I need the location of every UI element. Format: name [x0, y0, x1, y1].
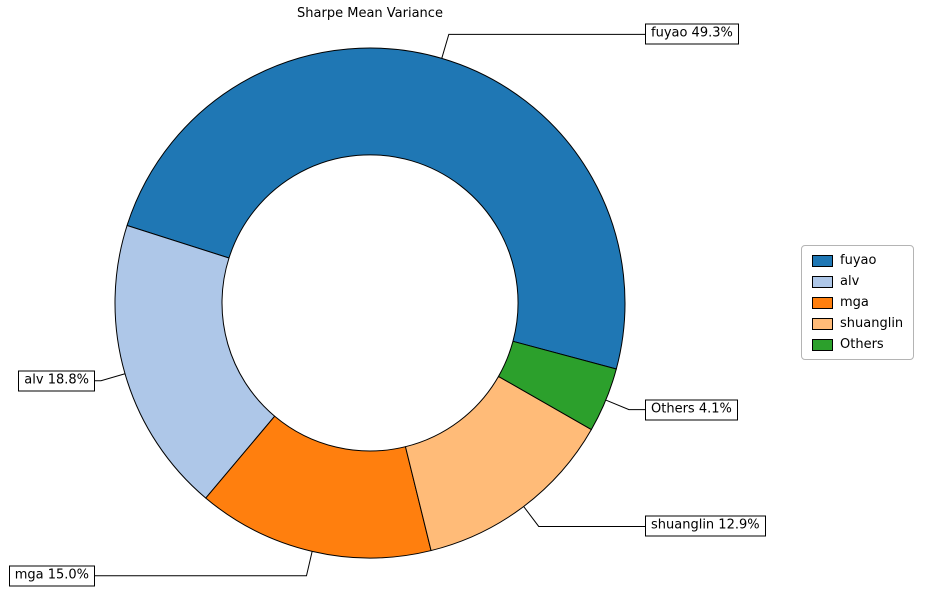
slice-alv	[114, 224, 276, 499]
leader-line-alv	[95, 373, 126, 382]
legend-swatch-mga	[812, 296, 833, 309]
leader-lines	[95, 33, 645, 577]
legend-item-shuanglin: shuanglin	[812, 316, 903, 331]
slice-label-mga: mga 15.0%	[8, 565, 95, 587]
legend-swatch-fuyao	[812, 254, 833, 267]
donut-slices	[114, 47, 626, 559]
legend-label: Others	[840, 337, 884, 352]
legend-item-others: Others	[812, 337, 903, 352]
slice-label-shuanglin: shuanglin 12.9%	[645, 515, 766, 537]
legend-label: fuyao	[840, 253, 877, 268]
leader-line-fuyao	[441, 33, 645, 59]
legend-label: shuanglin	[840, 316, 904, 331]
leader-line-shuanglin	[523, 506, 645, 527]
legend: fuyao alv mga shuanglin Others	[801, 245, 915, 360]
slice-label-others: Others 4.1%	[645, 399, 738, 421]
legend-item-fuyao: fuyao	[812, 253, 903, 268]
legend-swatch-others	[812, 338, 833, 351]
chart-title: Sharpe Mean Variance	[297, 6, 443, 21]
legend-swatch-shuanglin	[812, 317, 833, 330]
slice-label-alv: alv 18.8%	[18, 370, 95, 392]
slice-fuyao	[126, 47, 626, 370]
slice-others	[498, 340, 617, 431]
slice-mga	[205, 415, 432, 559]
legend-item-alv: alv	[812, 274, 903, 289]
legend-swatch-alv	[812, 275, 833, 288]
legend-label: mga	[840, 295, 869, 310]
leader-line-mga	[95, 551, 313, 577]
slice-label-fuyao: fuyao 49.3%	[645, 23, 739, 45]
legend-label: alv	[840, 274, 860, 289]
leader-line-others	[605, 399, 645, 411]
legend-item-mga: mga	[812, 295, 903, 310]
